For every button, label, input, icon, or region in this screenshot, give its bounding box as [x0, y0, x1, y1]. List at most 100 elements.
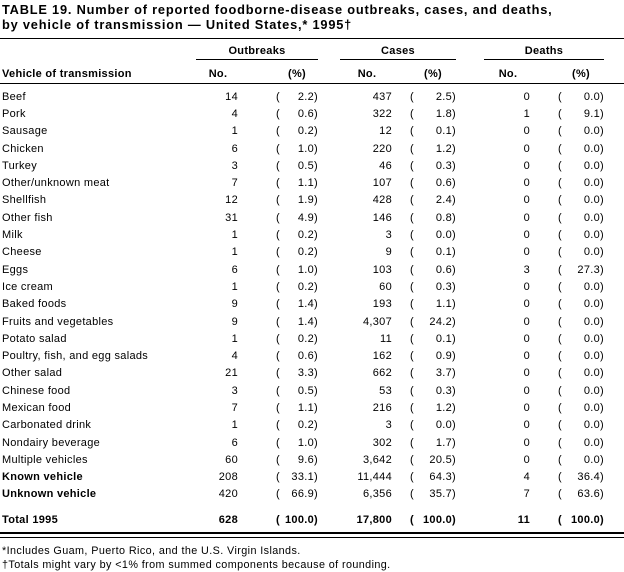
table-row: Nondairy beverage 6 (1.0) 302 (1.7) 0 (0.0) — [0, 434, 624, 451]
close-paren: ) — [600, 315, 604, 328]
cases-pct-header: (%) — [423, 68, 442, 80]
outbreaks-no: 6 — [231, 263, 238, 276]
close-paren: ) — [600, 90, 604, 103]
close-paren: ) — [314, 298, 318, 311]
close-paren: ) — [600, 298, 604, 311]
outbreaks-no: 12 — [225, 194, 238, 207]
vehicle-label: Other/unknown meat — [2, 177, 110, 190]
cases-pct: (0.3) — [410, 281, 456, 293]
row-header-label: Vehicle of transmission — [2, 68, 132, 80]
cases-pct: (0.6) — [410, 264, 456, 276]
close-paren: ) — [452, 142, 456, 155]
table-row: Shellfish 12 (1.9) 428 (2.4) 0 (0.0) — [0, 192, 624, 209]
outbreaks-no: 208 — [218, 471, 238, 484]
outbreaks-pct: (2.2) — [276, 91, 318, 103]
deaths-pct: (0.0) — [558, 437, 604, 449]
close-paren: ) — [452, 125, 456, 138]
close-paren: ) — [600, 107, 604, 120]
table-row: Milk 1 (0.2) 3 (0.0) 0 (0.0) — [0, 226, 624, 243]
outbreaks-no: 420 — [218, 488, 238, 501]
table-row: Baked foods 9 (1.4) 193 (1.1) 0 (0.0) — [0, 296, 624, 313]
close-paren: ) — [452, 350, 456, 363]
vehicle-label: Unknown vehicle — [2, 488, 97, 501]
deaths-pct: (9.1) — [558, 108, 604, 120]
open-paren: ( — [558, 90, 562, 103]
percent-value: 1.8 — [435, 107, 453, 120]
cases-no: 4,307 — [362, 315, 392, 328]
percent-value: 1.4 — [297, 315, 315, 328]
deaths-no: 0 — [523, 367, 530, 380]
close-paren: ) — [314, 280, 318, 293]
open-paren: ( — [410, 350, 414, 363]
close-paren: ) — [452, 177, 456, 190]
cases-no: 193 — [372, 298, 392, 311]
open-paren: ( — [410, 107, 414, 120]
open-paren: ( — [558, 298, 562, 311]
deaths-pct: (100.0) — [558, 514, 604, 526]
deaths-pct: (0.0) — [558, 212, 604, 224]
group-header-deaths: Deaths — [484, 45, 604, 60]
cases-no-header: No. — [357, 68, 377, 80]
cases-pct: (0.3) — [410, 385, 456, 397]
close-paren: ) — [452, 263, 456, 276]
close-paren: ) — [600, 453, 604, 466]
open-paren: ( — [410, 263, 414, 276]
open-paren: ( — [410, 125, 414, 138]
outbreaks-no: 1 — [231, 125, 238, 138]
cases-pct: (1.1) — [410, 298, 456, 310]
percent-value: 0.6 — [297, 107, 315, 120]
cases-pct: (2.4) — [410, 194, 456, 206]
cases-no: 11 — [379, 332, 392, 345]
deaths-no: 0 — [523, 298, 530, 311]
open-paren: ( — [410, 471, 414, 484]
vehicle-label: Other fish — [2, 211, 53, 224]
deaths-pct: (0.0) — [558, 419, 604, 431]
open-paren: ( — [276, 298, 280, 311]
close-paren: ) — [600, 194, 604, 207]
percent-value: 0.6 — [297, 350, 315, 363]
close-paren: ) — [600, 350, 604, 363]
open-paren: ( — [276, 177, 280, 190]
vehicle-label: Cheese — [2, 246, 42, 259]
group-header-outbreaks: Outbreaks — [196, 45, 318, 60]
outbreaks-pct: (0.2) — [276, 246, 318, 258]
percent-value: 0.0 — [583, 315, 601, 328]
close-paren: ) — [314, 350, 318, 363]
open-paren: ( — [410, 280, 414, 293]
deaths-pct: (0.0) — [558, 350, 604, 362]
close-paren: ) — [314, 263, 318, 276]
outbreaks-pct: (0.2) — [276, 333, 318, 345]
cases-no: 11,444 — [357, 471, 392, 484]
open-paren: ( — [276, 419, 280, 432]
close-paren: ) — [314, 513, 318, 526]
percent-value: 2.2 — [297, 90, 315, 103]
cases-pct: (100.0) — [410, 514, 456, 526]
outbreaks-no: 4 — [231, 350, 238, 363]
open-paren: ( — [558, 384, 562, 397]
cases-pct: (35.7) — [410, 488, 456, 500]
table-row: Mexican food 7 (1.1) 216 (1.2) 0 (0.0) — [0, 399, 624, 416]
outbreaks-pct: (33.1) — [276, 471, 318, 483]
header-rule — [0, 83, 624, 84]
percent-value: 20.5 — [429, 453, 453, 466]
vehicle-label: Fruits and vegetables — [2, 315, 114, 328]
close-paren: ) — [600, 401, 604, 414]
outbreaks-pct: (1.4) — [276, 298, 318, 310]
table-row: Other/unknown meat 7 (1.1) 107 (0.6) 0 (0.0) — [0, 174, 624, 191]
deaths-no: 7 — [523, 488, 530, 501]
percent-value: 2.5 — [435, 90, 453, 103]
open-paren: ( — [558, 107, 562, 120]
close-paren: ) — [452, 211, 456, 224]
percent-value: 0.2 — [297, 246, 315, 259]
percent-value: 0.0 — [583, 367, 601, 380]
cases-pct: (20.5) — [410, 454, 456, 466]
percent-value: 0.0 — [583, 350, 601, 363]
table-row: Cheese 1 (0.2) 9 (0.1) 0 (0.0) — [0, 244, 624, 261]
close-paren: ) — [314, 453, 318, 466]
percent-value: 1.0 — [297, 263, 315, 276]
close-paren: ) — [600, 125, 604, 138]
percent-value: 0.0 — [435, 229, 453, 242]
cases-no: 60 — [379, 280, 392, 293]
table-row: Sausage 1 (0.2) 12 (0.1) 0 (0.0) — [0, 123, 624, 140]
outbreaks-pct: (0.2) — [276, 419, 318, 431]
